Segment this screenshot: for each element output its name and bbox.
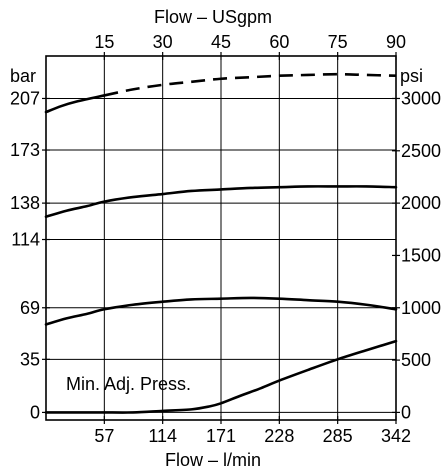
x-tick-label-top: 30 [153, 32, 173, 52]
min-adj-press-annotation: Min. Adj. Press. [66, 374, 191, 394]
series-line-4 [44, 339, 398, 414]
y-axis-label-right: psi [400, 66, 423, 86]
y-tick-label-right: 2000 [401, 193, 441, 213]
grid-lines [42, 52, 400, 424]
series-line-1-solid [44, 94, 106, 114]
y-tick-label-left: 35 [20, 349, 40, 369]
y-tick-label-left: 0 [30, 402, 40, 422]
x-tick-label-top: 90 [386, 32, 406, 52]
y-tick-label-right: 2500 [401, 141, 441, 161]
x-tick-label-bottom: 57 [94, 426, 114, 446]
y-tick-label-right: 3000 [401, 88, 441, 108]
x-tick-label-top: 45 [211, 32, 231, 52]
x-tick-label-bottom: 285 [323, 426, 353, 446]
y-tick-label-left: 173 [10, 140, 40, 160]
y-tick-label-left: 207 [10, 88, 40, 108]
x-tick-label-bottom: 228 [264, 426, 294, 446]
tick-labels: 57 114 171 228 285 342 15 30 45 60 75 90 0 35 69 114 138… [10, 32, 441, 446]
x-tick-label-top: 15 [94, 32, 114, 52]
y-tick-label-right: 1500 [401, 245, 441, 265]
y-tick-label-right: 500 [401, 350, 431, 370]
y-axis-label-left: bar [10, 66, 36, 86]
y-tick-label-left: 114 [11, 230, 40, 250]
x-tick-label-bottom: 114 [148, 426, 177, 446]
x-tick-label-top: 60 [269, 32, 289, 52]
series-group [44, 72, 398, 414]
y-tick-label-right: 0 [401, 402, 411, 422]
x-tick-label-top: 75 [328, 32, 348, 52]
x-tick-label-bottom: 342 [381, 426, 411, 446]
x-axis-label-bottom: Flow – l/min [165, 450, 261, 470]
series-line-2 [44, 185, 398, 219]
series-line-1-dashed [104, 72, 397, 97]
x-tick-label-bottom: 171 [206, 426, 236, 446]
y-tick-label-right: 1000 [401, 298, 441, 318]
y-tick-label-left: 69 [20, 298, 40, 318]
y-tick-label-left: 138 [10, 193, 40, 213]
x-axis-label-top: Flow – USgpm [154, 7, 272, 27]
series-line-3 [44, 296, 398, 326]
